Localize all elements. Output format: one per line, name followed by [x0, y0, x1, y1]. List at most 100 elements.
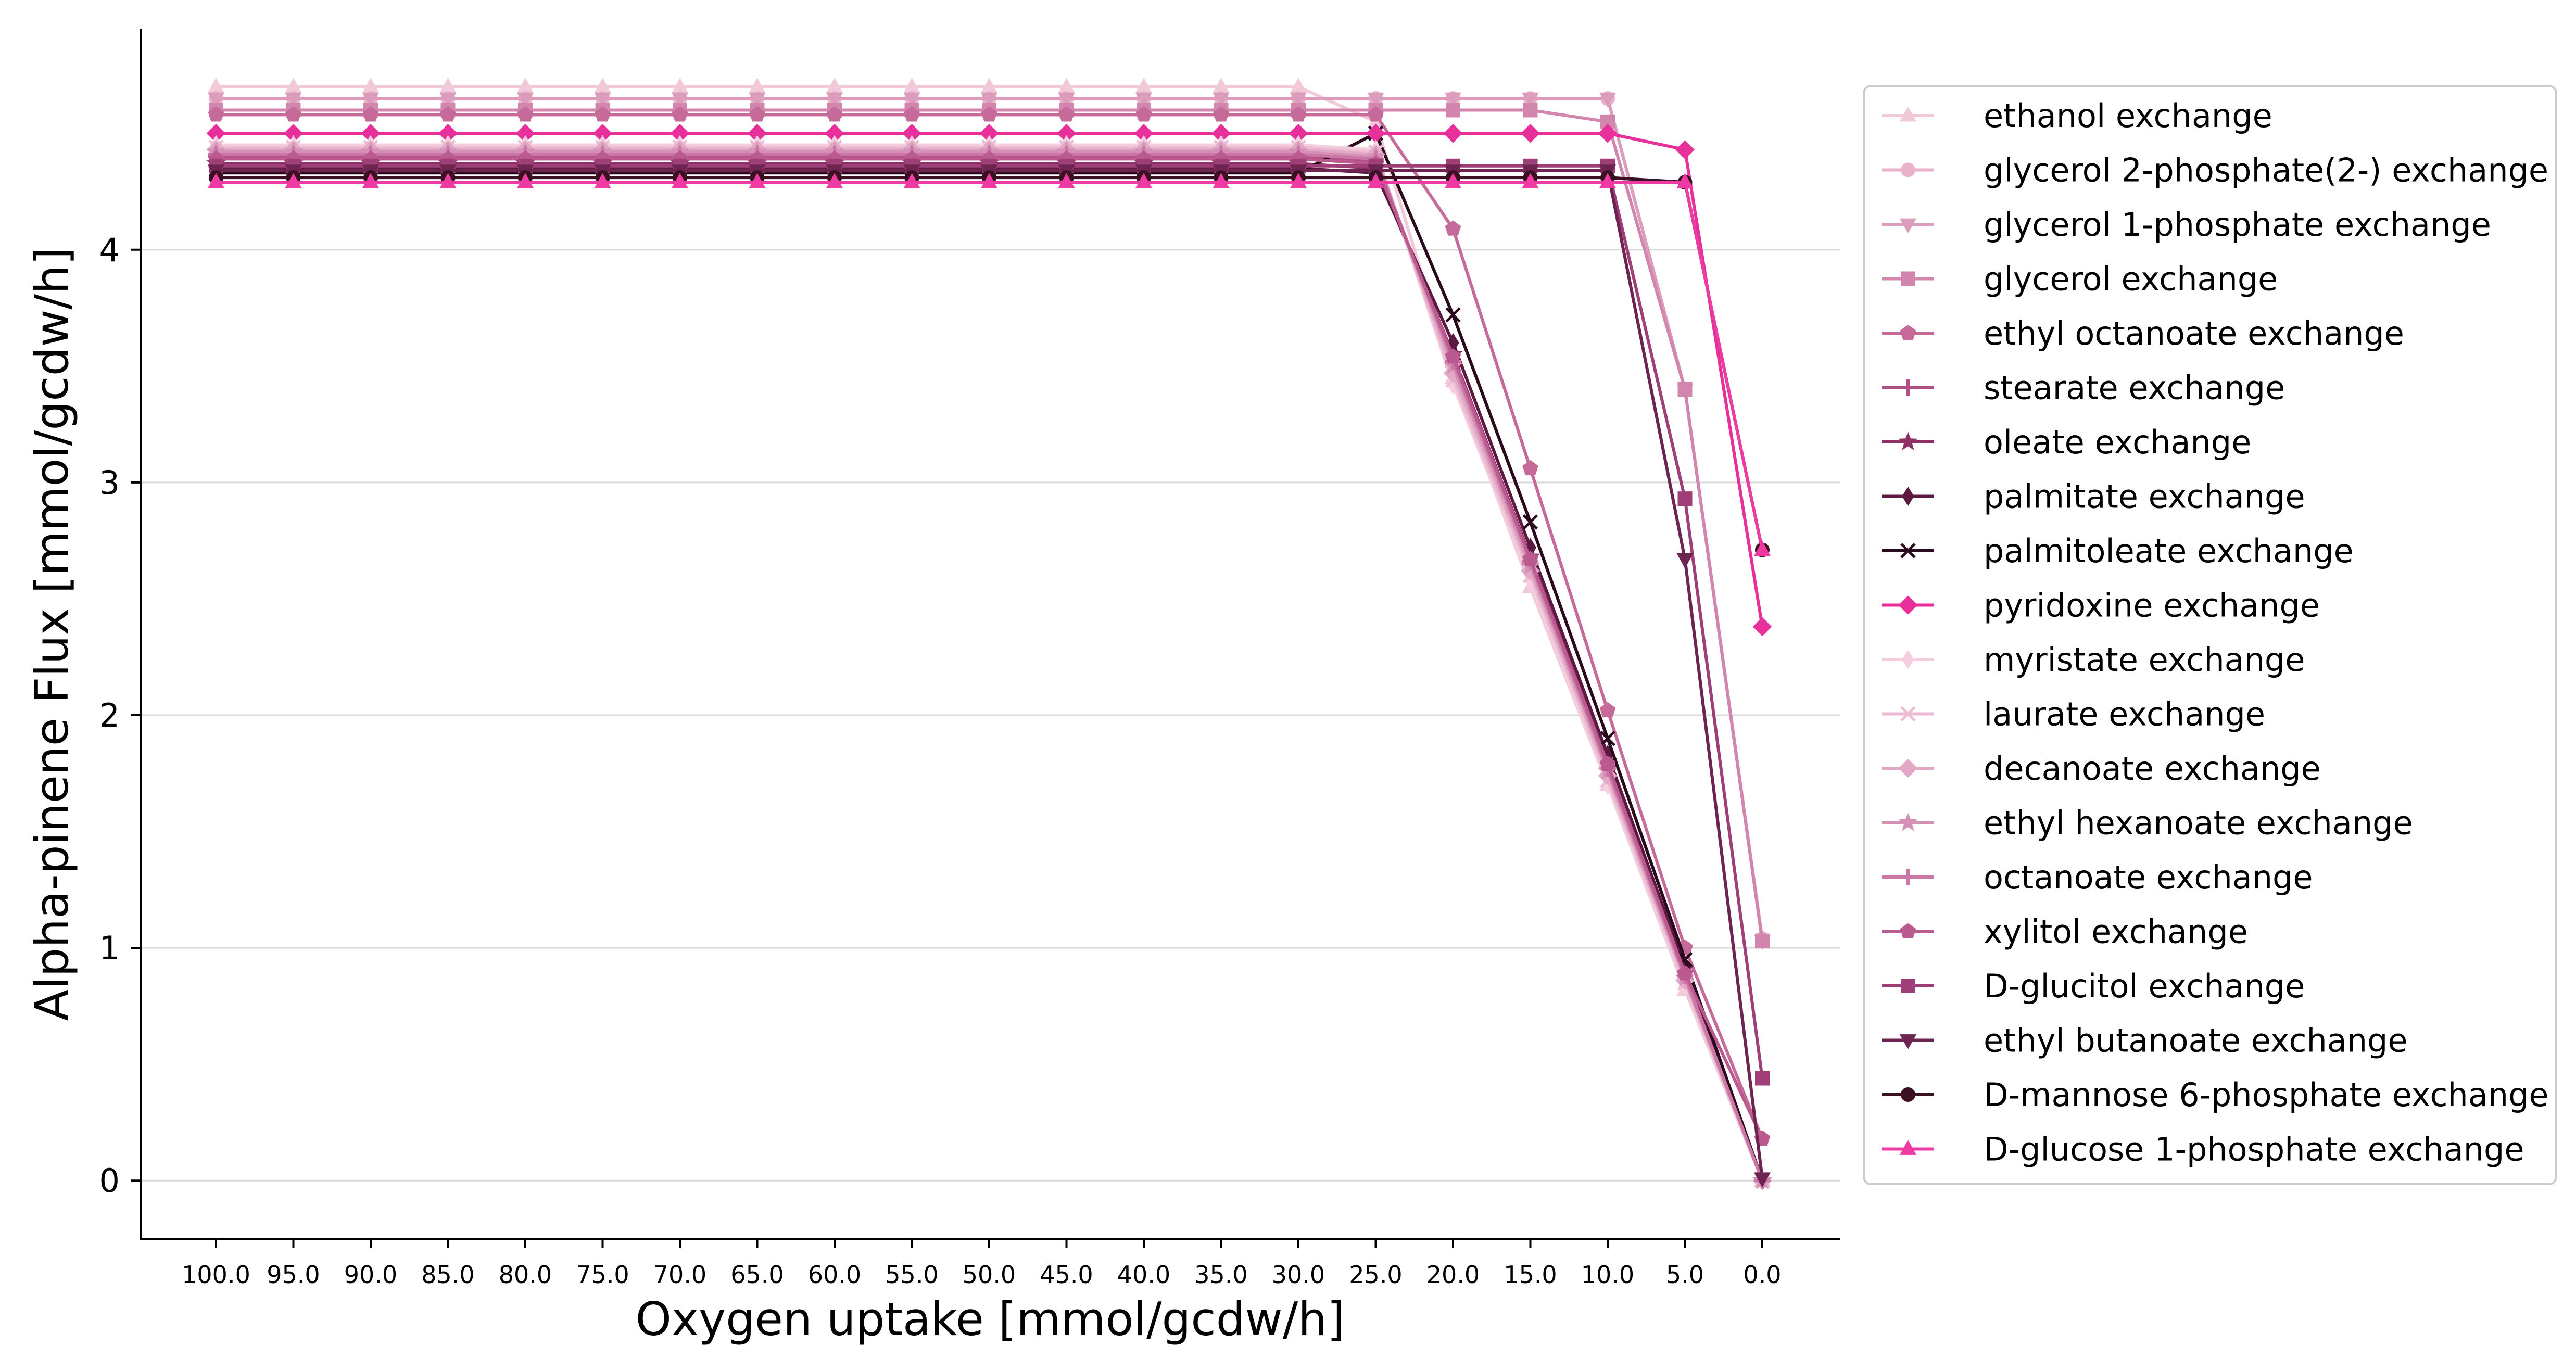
legend-entry: myristate exchange	[1882, 641, 2305, 679]
data-point-marker	[285, 92, 302, 108]
data-point-marker	[672, 106, 688, 122]
series-line	[216, 162, 1764, 1182]
x-tick-label: 20.0	[1426, 1261, 1480, 1289]
series-line	[216, 153, 1764, 1182]
x-tick-label: 85.0	[421, 1261, 474, 1289]
data-point-marker	[1754, 540, 1771, 556]
data-point-marker	[1599, 92, 1616, 108]
series-line	[216, 146, 1764, 1182]
data-point-marker	[1522, 514, 1538, 530]
data-point-marker	[1677, 382, 1693, 397]
series-1	[208, 78, 1771, 1187]
y-ticks: 0 1 2 3 4	[99, 231, 141, 1200]
data-point-marker	[1901, 1087, 1915, 1102]
legend-label: stearate exchange	[1984, 369, 2285, 407]
data-point-marker	[1755, 1071, 1770, 1086]
data-point-marker	[1445, 307, 1461, 323]
data-point-marker	[981, 106, 997, 122]
data-point-marker	[1900, 869, 1916, 885]
legend-entry: ethanol exchange	[1882, 97, 2272, 135]
data-point-marker	[1290, 173, 1307, 188]
data-point-marker	[1058, 92, 1075, 108]
legend-entry: glycerol exchange	[1882, 260, 2278, 298]
series-19	[209, 170, 1770, 557]
x-tick-label: 80.0	[499, 1261, 552, 1289]
series-line	[216, 85, 1764, 1182]
y-tick-label: 3	[99, 464, 120, 502]
x-tick-label: 10.0	[1581, 1261, 1634, 1289]
legend-entry: ethyl butanoate exchange	[1882, 1022, 2408, 1060]
data-point-marker	[1900, 706, 1916, 722]
legend-label: ethyl octanoate exchange	[1984, 314, 2404, 352]
data-point-marker	[1058, 173, 1075, 188]
data-point-marker	[1522, 92, 1539, 108]
series-line	[216, 132, 1764, 1182]
data-point-marker	[749, 173, 766, 188]
data-point-marker	[1901, 271, 1915, 286]
data-point-marker	[903, 173, 920, 188]
data-point-marker	[285, 173, 302, 188]
series-14	[206, 142, 1772, 1189]
data-point-marker	[1900, 923, 1916, 938]
series-layer	[206, 78, 1772, 1191]
series-line	[216, 157, 1764, 1140]
data-point-marker	[439, 92, 457, 108]
data-point-marker	[1752, 617, 1772, 637]
legend-label: xylitol exchange	[1984, 913, 2248, 951]
x-tick-label: 5.0	[1666, 1261, 1704, 1289]
data-point-marker	[517, 92, 534, 108]
data-point-marker	[672, 92, 688, 108]
data-point-marker	[1902, 650, 1914, 669]
legend-entry: laurate exchange	[1882, 695, 2265, 733]
legend-label: glycerol 1-phosphate exchange	[1984, 206, 2491, 244]
legend-label: oleate exchange	[1984, 423, 2251, 461]
data-point-marker	[595, 106, 611, 122]
data-point-marker	[1900, 324, 1916, 340]
data-point-marker	[903, 92, 920, 108]
data-point-marker	[1135, 173, 1152, 188]
legend-entry: decanoate exchange	[1882, 750, 2321, 788]
legend-label: glycerol exchange	[1984, 260, 2278, 298]
series-line	[216, 143, 1764, 1182]
legend-entry: ethyl octanoate exchange	[1882, 314, 2404, 352]
data-point-marker	[1521, 123, 1540, 143]
y-tick-label: 0	[99, 1162, 120, 1200]
data-point-marker	[1599, 755, 1616, 771]
data-point-marker	[981, 92, 997, 108]
legend-label: ethyl hexanoate exchange	[1984, 804, 2413, 842]
legend-entry: D-glucitol exchange	[1882, 967, 2305, 1005]
legend-entry: D-glucose 1-phosphate exchange	[1882, 1131, 2524, 1169]
data-point-marker	[1599, 702, 1616, 718]
legend-frame	[1863, 85, 2557, 1185]
data-point-marker	[1368, 106, 1384, 122]
data-point-marker	[439, 173, 457, 188]
data-point-marker	[1755, 933, 1770, 948]
legend-entry: glycerol 1-phosphate exchange	[1882, 206, 2491, 244]
y-tick-label: 1	[99, 929, 120, 967]
data-point-marker	[285, 106, 301, 122]
series-6	[208, 148, 1771, 1189]
data-point-marker	[1901, 979, 1915, 993]
x-tick-label: 95.0	[267, 1261, 320, 1289]
data-point-marker	[1522, 551, 1538, 566]
data-point-marker	[362, 92, 379, 108]
data-point-marker	[208, 92, 224, 108]
series-18	[208, 164, 1771, 1188]
data-point-marker	[1598, 123, 1618, 143]
data-point-marker	[1522, 173, 1539, 188]
data-point-marker	[1676, 173, 1694, 188]
x-tick-label: 15.0	[1504, 1261, 1557, 1289]
data-point-marker	[1898, 812, 1918, 831]
data-point-marker	[1900, 1034, 1916, 1050]
series-5	[208, 106, 1771, 1146]
data-point-marker	[1675, 140, 1695, 159]
data-point-marker	[1901, 162, 1915, 177]
data-point-marker	[517, 106, 534, 122]
series-8	[210, 158, 1769, 1191]
x-tick-label: 60.0	[808, 1261, 861, 1289]
legend-entry: pyridoxine exchange	[1882, 587, 2320, 625]
data-point-marker	[1213, 173, 1230, 188]
x-tick-label: 55.0	[885, 1261, 938, 1289]
data-point-marker	[1898, 758, 1918, 778]
data-point-marker	[1599, 173, 1616, 188]
